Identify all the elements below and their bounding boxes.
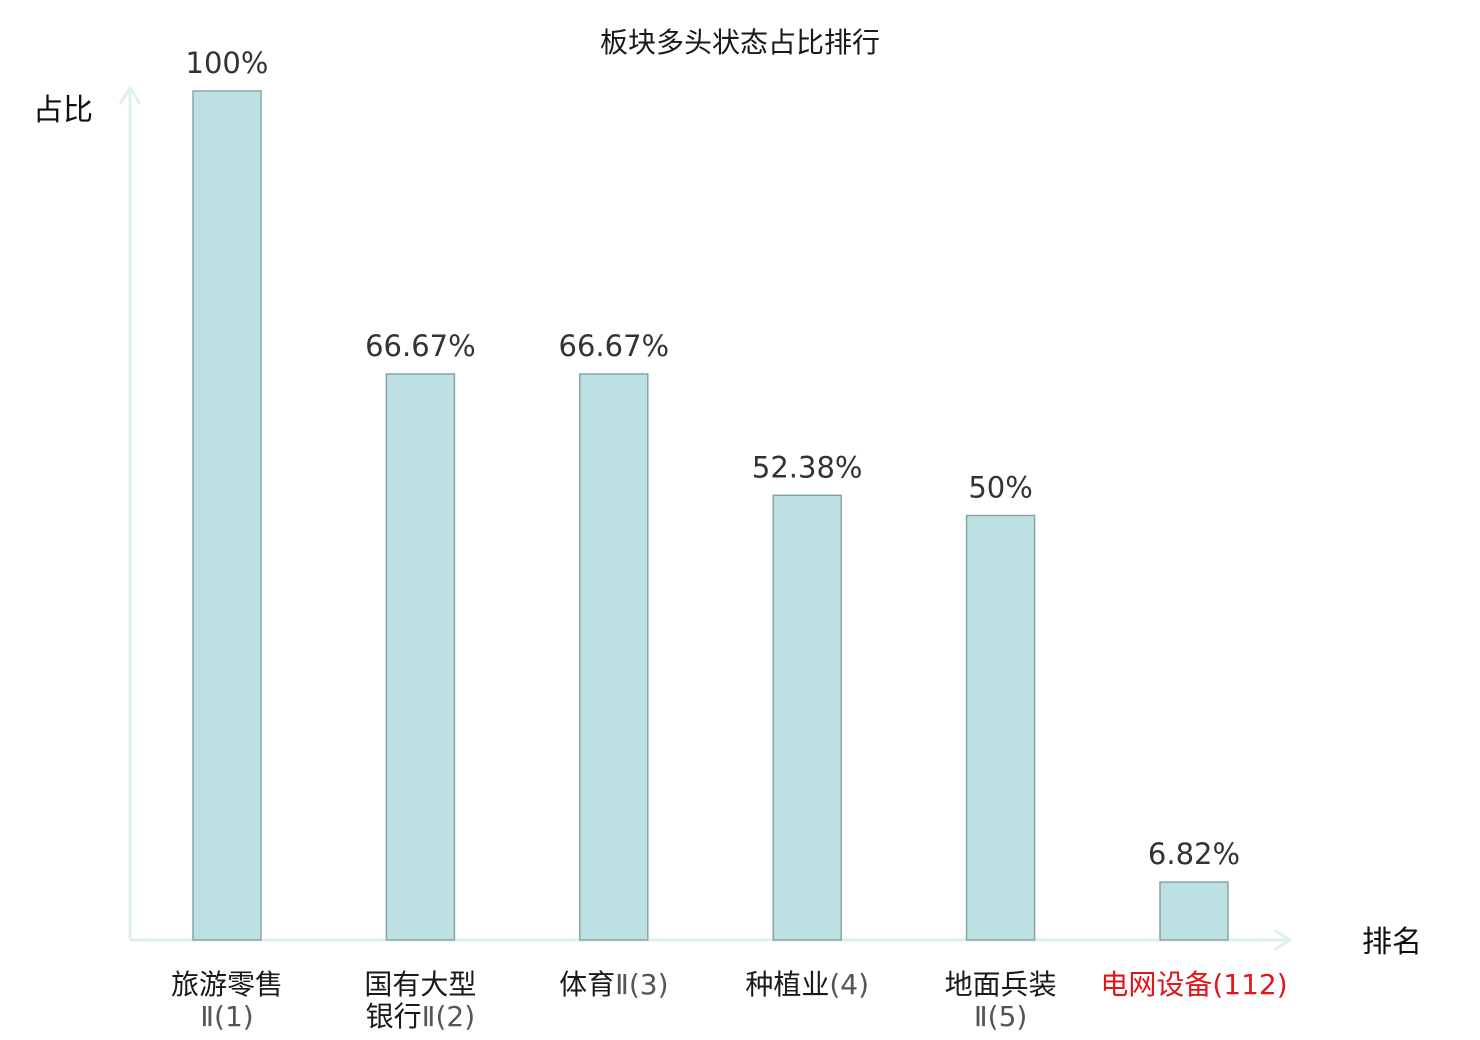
value-labels-group: 100% 66.67% 66.67% 52.38% 50% 6.82% xyxy=(186,46,1241,871)
bar xyxy=(1159,881,1229,941)
value-label: 100% xyxy=(186,46,269,80)
category-label: 种植业(4) xyxy=(745,968,869,1001)
value-label: 66.67% xyxy=(365,329,476,363)
bars-group xyxy=(192,90,1229,941)
category-label: 电网设备(112) xyxy=(1100,968,1287,1001)
axes xyxy=(118,85,1293,952)
bar xyxy=(965,514,1036,941)
category-label: Ⅱ(1) xyxy=(200,1000,253,1033)
category-label: 地面兵装 xyxy=(945,968,1057,1001)
y-axis-arrow xyxy=(118,85,142,105)
value-label: 50% xyxy=(968,471,1032,505)
category-label: Ⅱ(5) xyxy=(974,1000,1027,1033)
chart-title: 板块多头状态占比排行 xyxy=(600,26,880,59)
category-label: 银行Ⅱ(2) xyxy=(366,1000,475,1033)
bar xyxy=(579,373,649,941)
value-label: 6.82% xyxy=(1148,837,1240,871)
category-label: 体育Ⅱ(3) xyxy=(559,968,668,1001)
x-axis-arrow xyxy=(1273,928,1293,952)
category-label: 国有大型 xyxy=(364,968,476,1001)
y-axis-label: 占比 xyxy=(33,93,93,128)
bar xyxy=(192,90,262,941)
value-label: 52.38% xyxy=(752,450,863,484)
x-axis-label: 排名 xyxy=(1362,925,1422,960)
bar xyxy=(385,373,456,941)
value-label: 66.67% xyxy=(559,329,670,363)
category-label: 旅游零售 xyxy=(171,968,283,1001)
bar xyxy=(772,494,842,941)
